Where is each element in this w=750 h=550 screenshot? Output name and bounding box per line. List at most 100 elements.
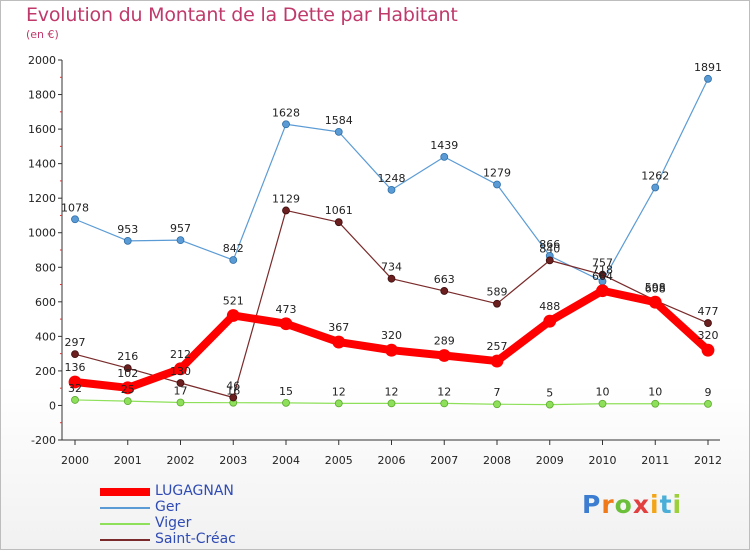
data-point-lugagnan bbox=[121, 381, 135, 395]
data-label-lugagnan: 521 bbox=[223, 294, 244, 307]
data-point-saint-creac bbox=[123, 364, 132, 373]
data-point-saint-creac bbox=[493, 299, 501, 308]
data-point-lugagnan bbox=[174, 362, 187, 376]
legend-swatch bbox=[100, 523, 150, 525]
data-point-ger bbox=[704, 74, 712, 83]
data-label-viger: 9 bbox=[705, 386, 712, 399]
data-label-lugagnan: 598 bbox=[645, 281, 666, 294]
x-tick-label: 2008 bbox=[483, 454, 511, 467]
x-tick-label: 2006 bbox=[378, 454, 406, 467]
data-point-ger bbox=[440, 152, 449, 161]
x-tick-label: 2003 bbox=[219, 454, 247, 467]
data-point-saint-creac bbox=[598, 270, 607, 279]
data-point-lugagnan bbox=[279, 317, 293, 331]
data-label-saint-creac: 608 bbox=[645, 282, 666, 295]
data-label-ger: 842 bbox=[223, 242, 244, 255]
data-point-saint-creac bbox=[387, 274, 396, 283]
data-label-saint-creac: 297 bbox=[65, 336, 86, 349]
legend-label: Viger bbox=[155, 515, 192, 531]
y-tick-label: 1200 bbox=[28, 192, 56, 205]
data-label-viger: 12 bbox=[385, 385, 399, 398]
x-tick-label: 2009 bbox=[536, 454, 564, 467]
data-point-lugagnan bbox=[701, 343, 715, 357]
data-point-ger bbox=[493, 180, 501, 189]
data-point-saint-creac bbox=[704, 319, 712, 327]
data-point-lugagnan bbox=[332, 335, 346, 349]
data-label-ger: 1439 bbox=[430, 139, 458, 152]
data-label-saint-creac: 216 bbox=[117, 350, 138, 363]
y-tick-label: 800 bbox=[35, 261, 56, 274]
chart-title: Evolution du Montant de la Dette par Hab… bbox=[26, 4, 458, 26]
x-tick-label: 2002 bbox=[167, 454, 195, 467]
data-label-saint-creac: 46 bbox=[226, 380, 240, 393]
data-point-ger bbox=[123, 236, 132, 245]
data-label-ger: 1262 bbox=[641, 169, 669, 182]
data-label-lugagnan: 102 bbox=[117, 367, 138, 380]
data-label-ger: 1248 bbox=[378, 172, 406, 185]
data-label-saint-creac: 757 bbox=[592, 257, 613, 270]
data-label-viger: 5 bbox=[546, 387, 553, 400]
data-label-lugagnan: 257 bbox=[487, 340, 508, 353]
data-point-saint-creac bbox=[176, 379, 185, 387]
data-point-viger bbox=[440, 399, 449, 408]
y-tick-label: 600 bbox=[35, 296, 56, 309]
data-point-viger bbox=[282, 398, 290, 407]
data-point-viger bbox=[176, 398, 185, 407]
y-tick-label: 0 bbox=[49, 399, 56, 412]
data-point-lugagnan bbox=[543, 314, 557, 328]
data-label-lugagnan: 473 bbox=[276, 303, 297, 316]
data-point-saint-creac bbox=[282, 206, 290, 215]
data-point-saint-creac bbox=[71, 350, 79, 359]
x-tick-label: 2000 bbox=[61, 454, 89, 467]
data-point-lugagnan bbox=[385, 343, 398, 357]
data-label-lugagnan: 320 bbox=[698, 329, 719, 342]
data-point-ger bbox=[282, 120, 290, 129]
data-label-viger: 10 bbox=[648, 386, 662, 399]
data-point-saint-creac bbox=[440, 287, 449, 295]
data-point-viger bbox=[545, 400, 554, 409]
y-tick-label: 2000 bbox=[28, 54, 56, 67]
y-tick-label: -200 bbox=[31, 434, 56, 447]
legend-swatch bbox=[100, 507, 150, 509]
data-point-viger bbox=[651, 399, 660, 408]
data-label-ger: 1078 bbox=[61, 201, 89, 214]
data-label-viger: 7 bbox=[494, 386, 501, 399]
data-label-saint-creac: 130 bbox=[170, 365, 191, 378]
chart-subtitle: (en €) bbox=[26, 28, 59, 41]
data-label-viger: 25 bbox=[121, 383, 135, 396]
data-label-viger: 12 bbox=[437, 385, 451, 398]
data-label-viger: 15 bbox=[279, 385, 293, 398]
data-label-lugagnan: 212 bbox=[170, 348, 191, 361]
y-tick-label: 1600 bbox=[28, 123, 56, 136]
data-point-ger bbox=[176, 236, 185, 245]
data-label-saint-creac: 663 bbox=[434, 273, 455, 286]
data-point-ger bbox=[71, 215, 79, 224]
data-label-ger: 957 bbox=[170, 222, 191, 235]
data-label-saint-creac: 477 bbox=[698, 305, 719, 318]
data-label-lugagnan: 320 bbox=[381, 329, 402, 342]
data-point-lugagnan bbox=[490, 354, 504, 368]
x-tick-label: 2004 bbox=[272, 454, 300, 467]
y-tick-label: 1800 bbox=[28, 89, 56, 102]
y-tick-label: 1400 bbox=[28, 158, 56, 171]
data-point-lugagnan bbox=[596, 284, 609, 298]
data-point-ger bbox=[229, 256, 238, 264]
legend-swatch bbox=[100, 488, 150, 496]
x-tick-label: 2005 bbox=[325, 454, 353, 467]
data-point-ger bbox=[651, 183, 660, 192]
legend-label: Saint-Créac bbox=[155, 531, 236, 547]
data-point-lugagnan bbox=[648, 295, 662, 309]
data-point-viger bbox=[704, 399, 712, 408]
data-label-ger: 1279 bbox=[483, 167, 511, 180]
data-label-ger: 953 bbox=[117, 223, 138, 236]
data-label-viger: 32 bbox=[68, 382, 82, 395]
data-label-lugagnan: 664 bbox=[592, 270, 613, 283]
data-label-ger: 1891 bbox=[694, 61, 722, 74]
legend-label: Ger bbox=[155, 499, 181, 515]
x-tick-label: 2001 bbox=[114, 454, 142, 467]
data-label-saint-creac: 1061 bbox=[325, 204, 353, 217]
x-tick-label: 2012 bbox=[694, 454, 722, 467]
data-point-viger bbox=[387, 399, 396, 408]
